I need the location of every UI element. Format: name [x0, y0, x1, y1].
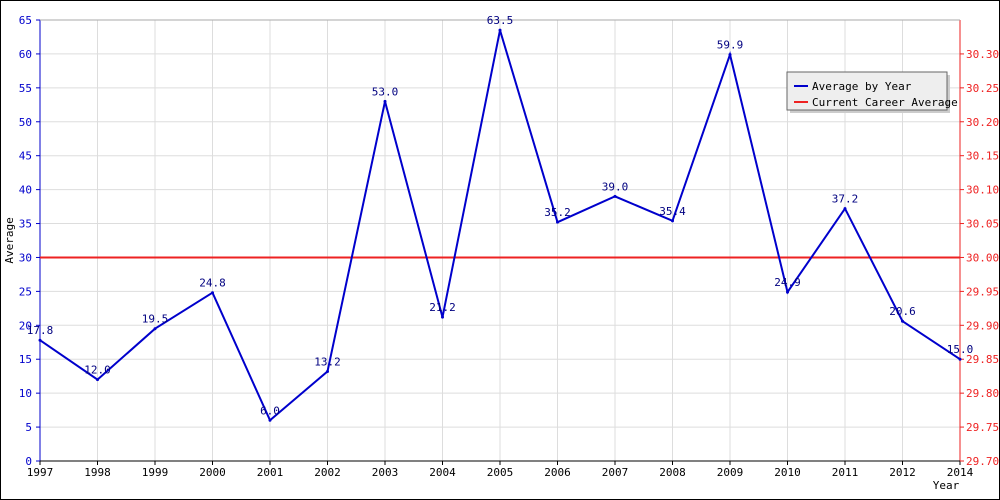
x-tick-label: 2000	[199, 466, 226, 479]
data-label: 12.0	[84, 364, 111, 377]
right-tick-label: 30.15	[966, 150, 999, 163]
x-tick-label: 2004	[429, 466, 456, 479]
legend: Average by Year Current Career Average	[786, 71, 958, 113]
left-tick-label: 40	[19, 184, 32, 197]
x-tick-label: 1999	[142, 466, 169, 479]
left-tick-label: 0	[25, 455, 32, 468]
left-tick-label: 20	[19, 319, 32, 332]
data-point	[498, 28, 502, 32]
x-tick-label: 1997	[27, 466, 54, 479]
data-label: 35.2	[544, 206, 571, 219]
right-tick-label: 30.30	[966, 48, 999, 61]
data-point	[326, 369, 329, 373]
right-tick-label: 29.85	[966, 353, 999, 366]
data-label: 15.0	[947, 343, 974, 356]
x-tick-label: 2011	[832, 466, 859, 479]
data-label: 53.0	[372, 85, 399, 98]
right-tick-label: 30.00	[966, 251, 999, 264]
right-tick-label: 30.20	[966, 116, 999, 129]
left-tick-label: 65	[19, 14, 32, 27]
data-label: 24.8	[199, 277, 226, 290]
x-axis-title: Year	[933, 479, 960, 492]
legend-label-average-by-year: Average by Year	[812, 80, 912, 93]
left-tick-label: 30	[19, 251, 32, 264]
left-tick-label: 10	[19, 387, 32, 400]
data-label: 6.0	[260, 404, 280, 417]
x-tick-label: 2010	[774, 466, 801, 479]
data-point	[843, 207, 847, 211]
data-label: 35.4	[659, 205, 686, 218]
data-point	[38, 338, 42, 342]
x-tick-label: 2006	[544, 466, 571, 479]
x-tick-label: 2014	[947, 466, 974, 479]
x-tick-label: 2007	[602, 466, 629, 479]
x-tick-label: 2003	[372, 466, 399, 479]
left-tick-label: 15	[19, 353, 32, 366]
data-label: 13.2	[314, 355, 341, 368]
x-tick-label: 2001	[257, 466, 284, 479]
data-point	[211, 291, 214, 295]
right-tick-label: 29.70	[966, 455, 999, 468]
data-point	[441, 315, 444, 319]
left-tick-label: 60	[19, 48, 32, 61]
data-label: 20.6	[889, 305, 916, 318]
right-tick-label: 29.75	[966, 421, 999, 434]
left-tick-label: 45	[19, 150, 32, 163]
data-point	[613, 194, 617, 198]
right-tick-label: 30.10	[966, 184, 999, 197]
data-point	[728, 53, 732, 57]
right-tick-label: 30.05	[966, 218, 999, 231]
data-point	[556, 220, 559, 224]
data-label: 21.2	[429, 301, 456, 314]
x-tick-label: 2002	[314, 466, 341, 479]
left-tick-label: 25	[19, 285, 32, 298]
x-tick-label: 2012	[889, 466, 916, 479]
x-tick-label: 2008	[659, 466, 686, 479]
x-tick-label: 2005	[487, 466, 514, 479]
data-label: 17.8	[27, 324, 54, 337]
data-label: 39.0	[602, 180, 629, 193]
data-point	[383, 99, 387, 103]
right-tick-label: 29.90	[966, 319, 999, 332]
left-tick-label: 50	[19, 116, 32, 129]
data-label: 37.2	[832, 193, 859, 206]
x-tick-label: 1998	[84, 466, 111, 479]
data-point	[268, 418, 272, 422]
x-tick-label: 2009	[717, 466, 744, 479]
right-tick-label: 29.95	[966, 285, 999, 298]
y-axis-title: Average	[3, 217, 16, 263]
legend-label-career-average: Current Career Average	[812, 96, 958, 109]
left-tick-label: 35	[19, 218, 32, 231]
axes: 0 5 10 15 20 25 30 35 40 45 50 55 60 65 1997 1998 1999 20…	[19, 14, 999, 479]
left-tick-label: 55	[19, 82, 32, 95]
data-label: 24.9	[774, 276, 801, 289]
data-label: 63.5	[487, 14, 514, 27]
series-layer	[38, 28, 962, 422]
data-point	[671, 219, 674, 223]
left-tick-label: 5	[25, 421, 32, 434]
data-label: 19.5	[142, 313, 169, 326]
data-point	[96, 378, 99, 382]
right-tick-label: 29.80	[966, 387, 999, 400]
data-point	[958, 357, 962, 361]
data-point	[901, 319, 904, 323]
legend-box	[786, 71, 948, 111]
data-labels: 17.8 12.0 19.5 24.8 6.0 13.2 53.0 21.2 63.5 35.2 3…	[27, 14, 974, 417]
data-point	[786, 290, 789, 294]
data-point	[153, 327, 157, 331]
right-tick-label: 30.25	[966, 82, 999, 95]
data-label: 59.9	[717, 39, 744, 52]
